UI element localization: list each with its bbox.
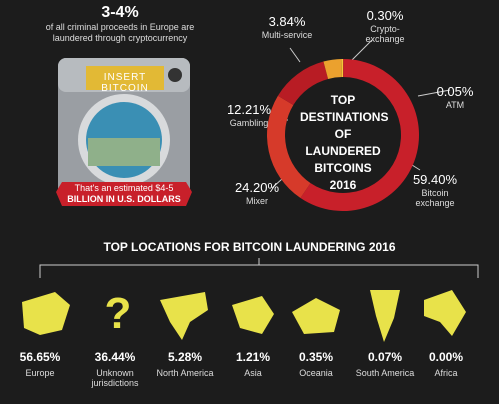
location-value: 56.65% — [19, 350, 61, 364]
location-name: North America — [156, 368, 214, 378]
estimate-line1: That's an estimated $4-5 — [74, 183, 174, 193]
banner — [56, 182, 192, 206]
donut-segment — [277, 61, 329, 106]
location-name: Unknown jurisdictions — [91, 368, 139, 388]
value-label: 59.40% — [412, 172, 458, 187]
location-name: South America — [355, 368, 415, 378]
location-value: 36.44% — [94, 350, 136, 364]
category-label: Mixer — [246, 196, 268, 206]
category-label: Bitcoin exchange — [415, 188, 455, 208]
machine-label: INSERT BITCOIN — [101, 72, 149, 94]
headline-text: of all criminal proceeds in Europe are l… — [45, 22, 195, 43]
location-name: Asia — [244, 368, 262, 378]
donut-segment — [266, 95, 311, 198]
knob — [168, 68, 182, 82]
value-label: 12.21% — [226, 102, 272, 117]
estimate-line2: BILLION IN U.S. DOLLARS — [67, 194, 181, 204]
location-value: 5.28% — [167, 350, 203, 364]
category-label: ATM — [445, 100, 465, 110]
location-name: Oceania — [299, 368, 333, 378]
donut-segment — [341, 59, 343, 78]
map-icons: ? — [22, 289, 466, 342]
location-value: 0.00% — [428, 350, 464, 364]
location-name: Africa — [434, 368, 458, 378]
category-label: Gambling — [229, 118, 269, 128]
location-value: 0.35% — [298, 350, 334, 364]
locations-title: TOP LOCATIONS FOR BITCOIN LAUNDERING 201… — [103, 240, 396, 254]
category-label: Crypto-exchange — [365, 24, 405, 44]
location-name: Europe — [25, 368, 55, 378]
value-label: 24.20% — [234, 180, 280, 195]
donut-segment — [323, 59, 342, 79]
donut-title: TOP DESTINATIONS OF LAUNDERED BITCOINS 2… — [300, 93, 389, 192]
coin-slot — [86, 66, 164, 90]
value-label: 3.84% — [268, 14, 306, 29]
svg-text:?: ? — [105, 289, 132, 338]
category-label: Multi-service — [261, 30, 313, 40]
bracket — [39, 264, 479, 278]
location-value: 0.07% — [367, 350, 403, 364]
value-label: 0.30% — [366, 8, 404, 23]
location-value: 1.21% — [235, 350, 271, 364]
donut-segment — [300, 59, 419, 212]
money — [88, 138, 160, 166]
headline: 3-4% — [101, 4, 139, 21]
value-label: 0.05% — [436, 84, 474, 99]
